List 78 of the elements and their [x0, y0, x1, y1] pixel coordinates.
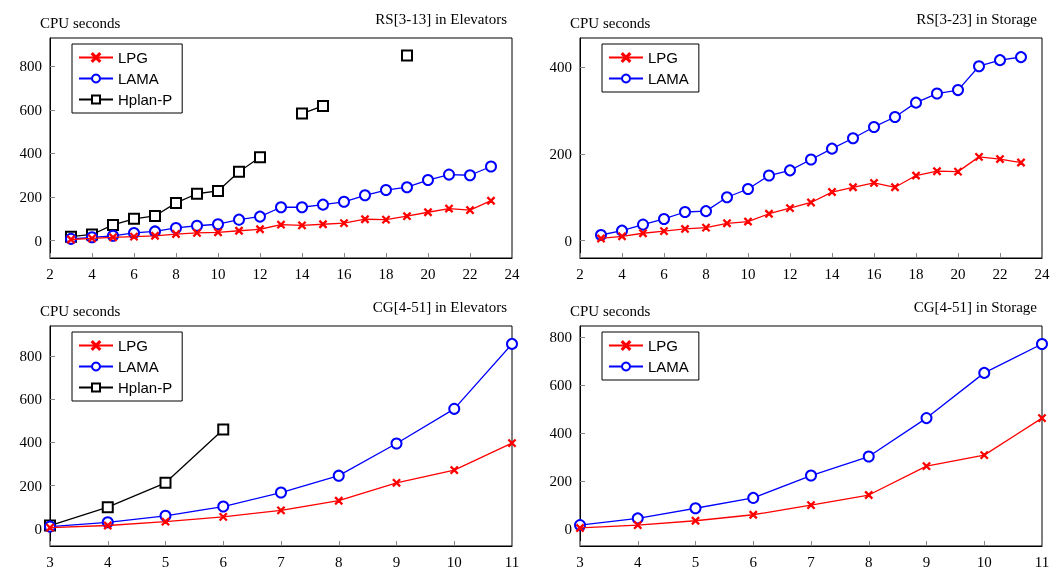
- y-tick-label: 600: [549, 376, 572, 393]
- x-tick-label: 3: [576, 553, 584, 570]
- x-tick-label: 12: [252, 265, 268, 282]
- legend-label: LAMA: [118, 358, 159, 375]
- x-tick-label: 10: [740, 265, 756, 282]
- legend-label: LAMA: [118, 70, 159, 87]
- x-tick-label: 11: [504, 553, 520, 570]
- x-tick-label: 22: [462, 265, 478, 282]
- y-tick-label: 0: [564, 521, 572, 538]
- y-tick-label: 400: [19, 145, 42, 162]
- x-tick-label: 24: [1034, 265, 1050, 282]
- x-tick-label: 9: [392, 553, 401, 570]
- x-tick-label: 6: [219, 553, 228, 570]
- y-tick-label: 400: [19, 434, 42, 451]
- y-tick-label: 0: [34, 520, 42, 537]
- y-axis-title: CPU seconds: [570, 14, 651, 31]
- x-tick-label: 18: [378, 265, 394, 282]
- x-tick-label: 22: [992, 265, 1008, 282]
- x-tick-label: 8: [702, 265, 710, 282]
- y-tick-label: 200: [549, 473, 572, 490]
- legend-label: LPG: [118, 337, 149, 354]
- chart-title: RS[3-13] in Elevators: [375, 10, 508, 27]
- legend-label: LAMA: [648, 358, 689, 375]
- x-tick-label: 10: [446, 553, 462, 570]
- x-tick-label: 18: [908, 265, 924, 282]
- x-tick-label: 6: [130, 265, 139, 282]
- x-tick-label: 4: [618, 265, 627, 282]
- x-tick-label: 20: [950, 265, 966, 282]
- y-tick-label: 400: [549, 59, 572, 76]
- legend-label: LPG: [648, 49, 679, 66]
- x-tick-label: 12: [782, 265, 798, 282]
- x-tick-label: 5: [691, 553, 700, 570]
- y-tick-label: 600: [19, 391, 42, 408]
- y-tick-label: 800: [549, 328, 572, 345]
- y-tick-label: 200: [19, 189, 42, 206]
- x-tick-label: 4: [104, 553, 112, 570]
- x-tick-label: 16: [336, 265, 352, 282]
- y-tick-label: 0: [564, 232, 572, 249]
- y-tick-label: 200: [19, 477, 42, 494]
- chart-title: RS[3-23] in Storage: [916, 10, 1038, 27]
- x-tick-label: 20: [420, 265, 436, 282]
- x-tick-label: 8: [335, 553, 343, 570]
- y-axis-title: CPU seconds: [40, 14, 121, 31]
- x-tick-label: 4: [634, 553, 642, 570]
- x-tick-label: 9: [922, 553, 931, 570]
- x-tick-label: 6: [749, 553, 758, 570]
- x-tick-label: 8: [172, 265, 180, 282]
- x-tick-label: 6: [660, 265, 669, 282]
- y-tick-label: 0: [34, 232, 42, 249]
- x-tick-label: 14: [824, 265, 840, 282]
- x-tick-label: 24: [504, 265, 520, 282]
- x-tick-label: 14: [294, 265, 310, 282]
- y-tick-label: 200: [549, 145, 572, 162]
- legend-label: LAMA: [648, 70, 689, 87]
- y-tick-label: 800: [19, 58, 42, 75]
- x-tick-label: 10: [210, 265, 226, 282]
- legend-label: LPG: [648, 337, 679, 354]
- x-tick-label: 10: [976, 553, 992, 570]
- x-tick-label: 8: [865, 553, 873, 570]
- legend-label: LPG: [118, 49, 149, 66]
- x-tick-label: 2: [576, 265, 584, 282]
- chart-title: CG[4-51] in Storage: [913, 298, 1038, 315]
- x-tick-label: 3: [46, 553, 54, 570]
- x-tick-label: 7: [277, 553, 286, 570]
- x-tick-label: 4: [88, 265, 97, 282]
- x-tick-label: 5: [161, 553, 170, 570]
- x-tick-label: 16: [866, 265, 882, 282]
- legend-label: Hplan-P: [118, 91, 173, 108]
- x-tick-label: 7: [807, 553, 816, 570]
- y-tick-label: 600: [19, 101, 42, 118]
- y-tick-label: 400: [549, 424, 572, 441]
- y-tick-label: 800: [19, 348, 42, 365]
- legend-label: Hplan-P: [118, 379, 173, 396]
- x-tick-label: 11: [1034, 553, 1050, 570]
- y-axis-title: CPU seconds: [570, 302, 651, 319]
- chart-title: CG[4-51] in Elevators: [372, 298, 508, 315]
- y-axis-title: CPU seconds: [40, 302, 121, 319]
- x-tick-label: 2: [46, 265, 54, 282]
